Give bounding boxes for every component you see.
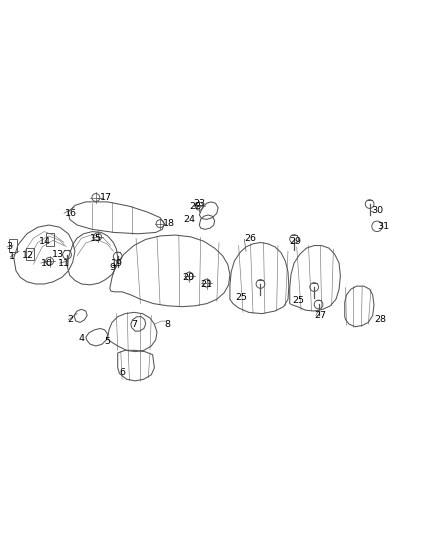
Text: 29: 29 [290,237,302,246]
Text: 22: 22 [189,202,201,211]
Text: 28: 28 [374,315,386,324]
Text: 30: 30 [371,206,383,215]
Text: 3: 3 [6,243,12,252]
Text: 12: 12 [21,251,34,260]
Text: 7: 7 [131,320,137,329]
Text: 15: 15 [90,233,102,243]
Text: 31: 31 [377,222,389,231]
Text: 8: 8 [164,320,170,329]
Text: 17: 17 [100,193,112,202]
Text: 24: 24 [183,215,195,224]
Text: 2: 2 [67,315,73,324]
Bar [9,239,17,252]
Bar [26,248,34,261]
Bar [46,233,53,246]
Text: 20: 20 [182,273,194,282]
Text: 27: 27 [314,311,326,320]
Text: 25: 25 [236,294,247,302]
Text: 23: 23 [194,199,206,208]
Text: 21: 21 [201,280,213,289]
Text: 25: 25 [292,296,304,305]
Text: 10: 10 [41,259,53,268]
Text: 18: 18 [163,219,175,228]
Text: 1: 1 [9,253,14,261]
Text: 11: 11 [58,259,71,268]
Text: 4: 4 [78,334,85,343]
Text: 6: 6 [120,368,125,377]
Text: 5: 5 [105,337,111,346]
Text: 13: 13 [52,250,64,259]
Text: 9: 9 [109,263,115,272]
Text: 16: 16 [65,209,78,218]
Text: 19: 19 [111,259,123,268]
Text: 26: 26 [244,233,256,243]
Text: 14: 14 [39,237,51,246]
